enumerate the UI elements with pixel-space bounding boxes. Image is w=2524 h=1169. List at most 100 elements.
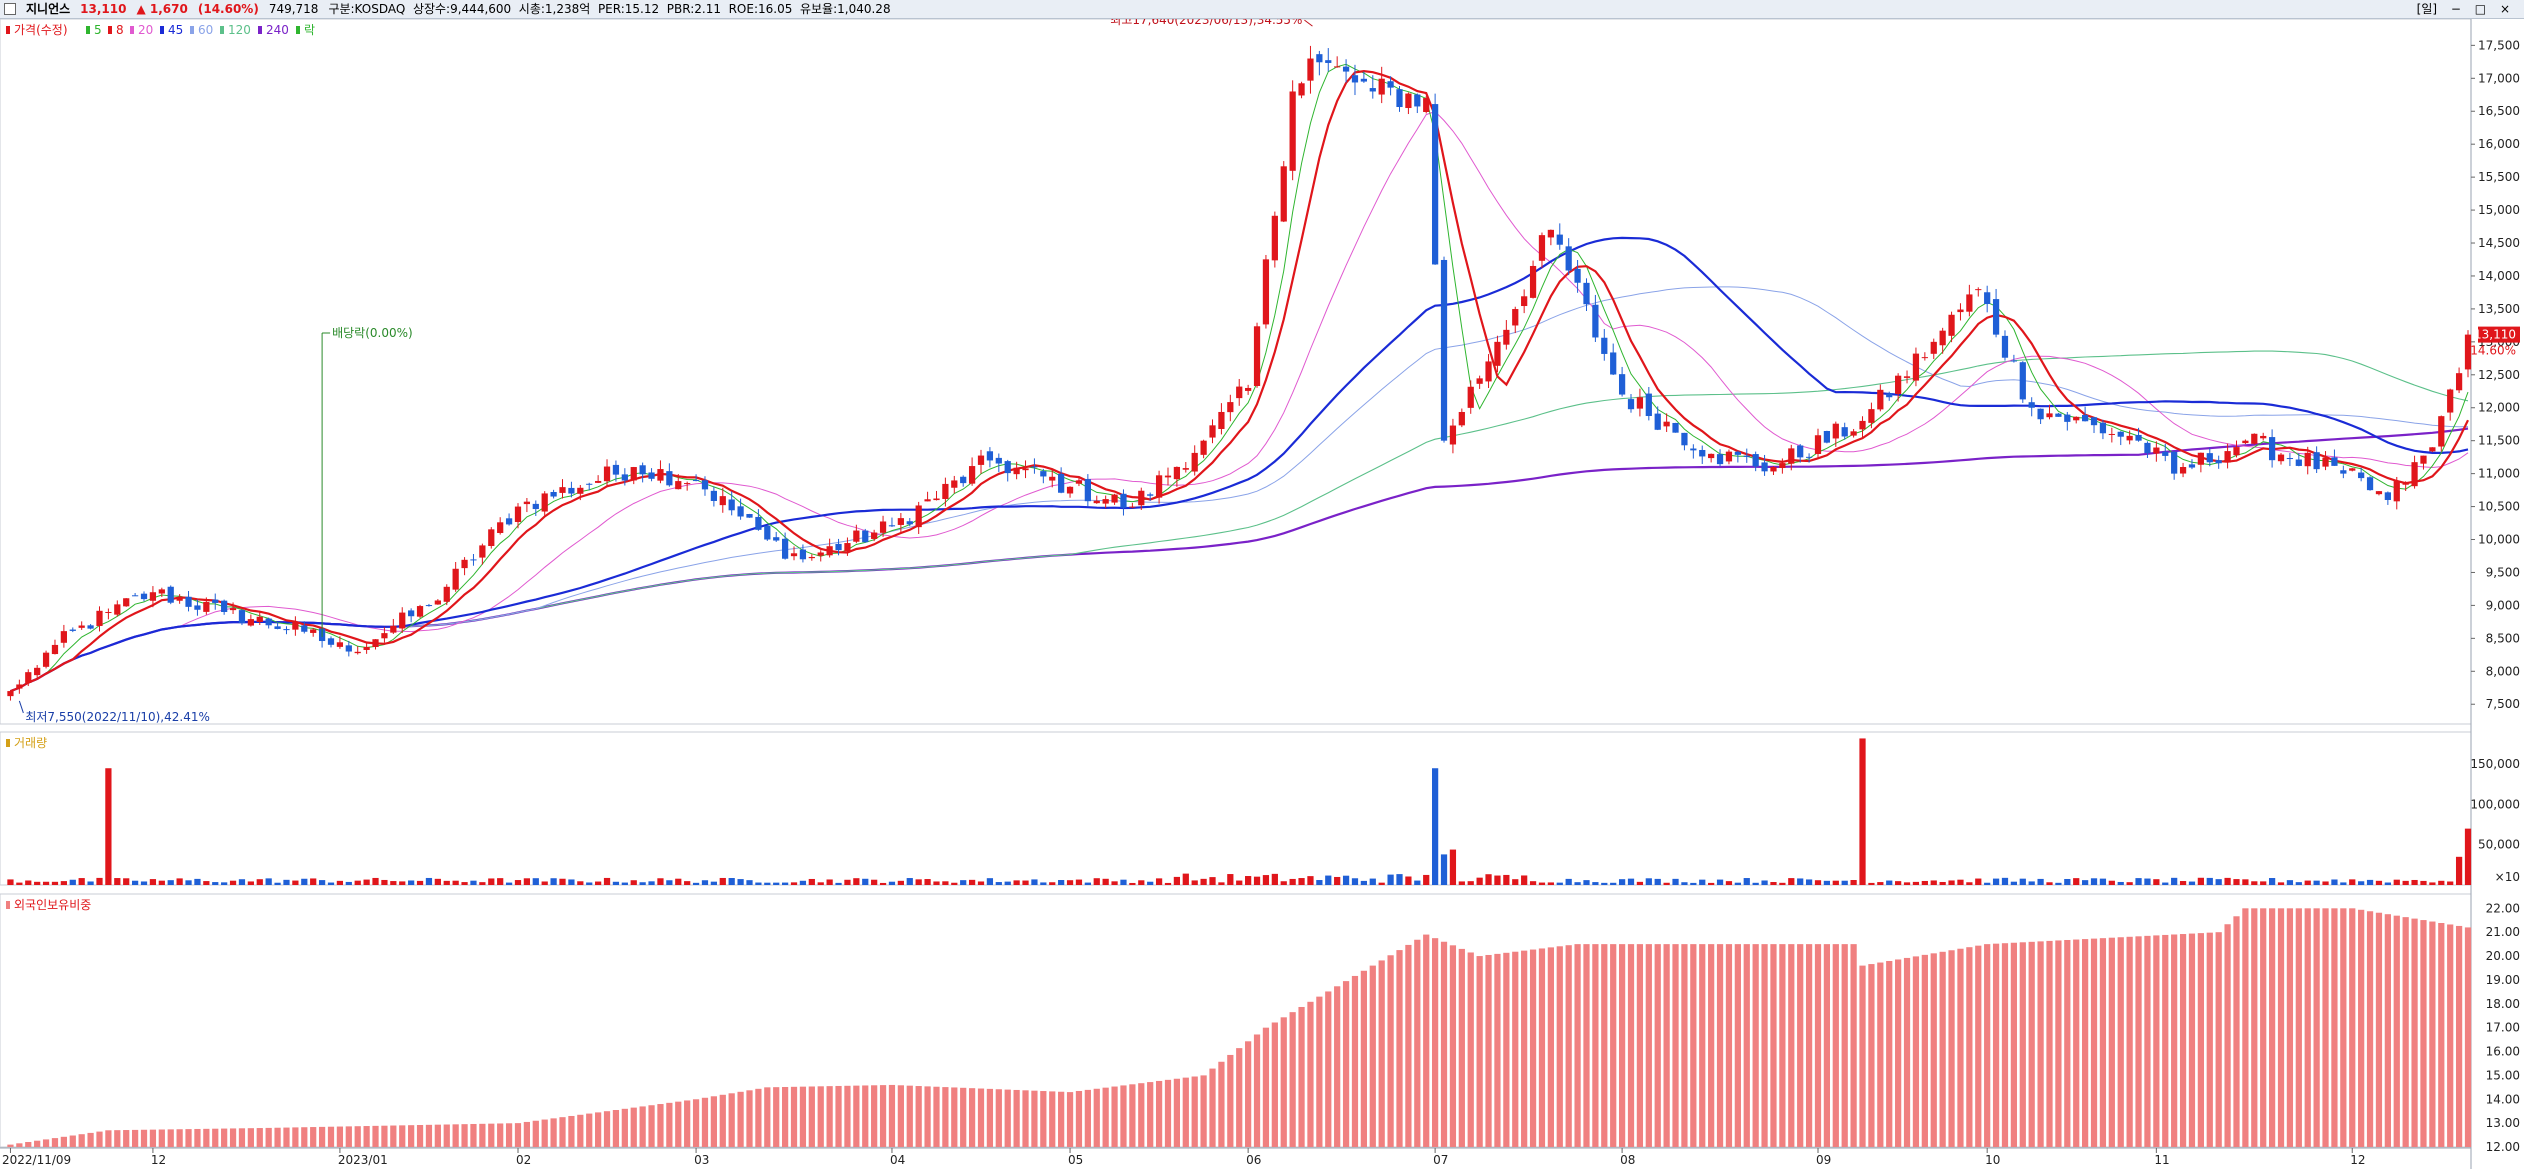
volume-bar (2064, 878, 2071, 885)
foreign-bar (2277, 908, 2285, 1147)
volume-bar (2242, 879, 2249, 885)
trade-volume: 749,718 (268, 2, 319, 16)
volume-bar (2171, 877, 2178, 885)
foreign-bar (2028, 941, 2035, 1147)
volume-bar (2224, 877, 2231, 885)
legend-item: 5 (94, 23, 102, 37)
volume-bar (1093, 878, 1100, 885)
volume-bar (1725, 881, 1733, 885)
candle (2455, 373, 2463, 391)
candle (1164, 475, 1172, 478)
candle (2429, 447, 2436, 452)
volume-bar (1877, 882, 1884, 885)
candle (2019, 362, 2026, 400)
price-tick-label: 15,000 (2478, 203, 2520, 217)
candle (221, 600, 228, 612)
foreign-bar (2224, 924, 2231, 1147)
foreign-bar (1325, 991, 1332, 1147)
foreign-bar (2135, 936, 2142, 1147)
volume-bar (2206, 877, 2213, 885)
volume-bar (1200, 878, 1207, 885)
ma60-line (10, 286, 2469, 692)
foreign-bar (1512, 951, 1519, 1147)
volume-bar (2295, 882, 2302, 885)
candle (51, 644, 59, 655)
volume-bar (452, 880, 459, 885)
candle (1360, 78, 1368, 82)
volume-bar (274, 882, 281, 885)
foreign-tick-label: 21.00 (2486, 925, 2520, 939)
maximize-button[interactable]: □ (2474, 2, 2487, 16)
foreign-bar (1868, 964, 1875, 1147)
foreign-bar (1084, 1089, 1091, 1147)
volume-bar (1556, 882, 1563, 885)
foreign-bar (2375, 912, 2383, 1147)
volume-bar (497, 878, 504, 885)
volume-bar (1672, 878, 1679, 885)
candle (2162, 451, 2169, 456)
volume-bar (790, 882, 798, 885)
candle (1912, 353, 1920, 381)
foreign-bar (835, 1085, 842, 1147)
stock-chart[interactable]: 7,500 8,000 8,500 9,000 9,500 10,000 10,500 11,… (0, 19, 2524, 1169)
candle (1957, 309, 1964, 313)
candle (1049, 476, 1056, 481)
foreign-bar (1823, 944, 1831, 1147)
period-button[interactable]: [일] (2416, 2, 2438, 16)
last-change-label: 14.60% (2470, 344, 2516, 358)
checkbox[interactable] (4, 3, 16, 15)
candle (2331, 457, 2338, 466)
candle (87, 625, 94, 629)
volume-bar (2455, 856, 2463, 885)
foreign-bar (755, 1088, 762, 1147)
volume-bar (1627, 878, 1635, 885)
volume-bar (995, 882, 1002, 885)
foreign-bar (1975, 945, 1982, 1147)
foreign-bar (2420, 920, 2427, 1147)
candle (497, 522, 504, 533)
volume-bar (1930, 880, 1937, 885)
candle (1814, 435, 1822, 454)
minimize-button[interactable]: − (2450, 2, 2461, 16)
foreign-bar (853, 1085, 860, 1147)
candle (1690, 448, 1697, 451)
candle (648, 472, 655, 479)
candle (434, 600, 441, 605)
volume-bar (960, 880, 967, 885)
volume-bar (2073, 878, 2080, 885)
low-annotation-arrow (18, 700, 24, 714)
volume-bar (1859, 738, 1866, 885)
volume-bar (2340, 882, 2347, 885)
foreign-bar (1761, 944, 1768, 1147)
candle (194, 605, 201, 610)
close-button[interactable]: × (2499, 2, 2510, 16)
foreign-bar (897, 1085, 904, 1147)
volume-bar (2384, 882, 2391, 885)
candle (1939, 330, 1946, 346)
volume-bar (1245, 876, 1252, 885)
foreign-bar (34, 1140, 41, 1147)
candle (1592, 304, 1599, 338)
volume-bar (2188, 881, 2196, 885)
volume-bar (1013, 880, 1020, 885)
foreign-bar (1529, 949, 1537, 1147)
candle (2206, 453, 2213, 463)
foreign-bar (2215, 932, 2222, 1147)
foreign-bar (924, 1086, 931, 1147)
foreign-bar (1903, 957, 1911, 1147)
volume-bar (1378, 882, 1385, 885)
candle (532, 503, 539, 510)
candle (1921, 357, 1928, 359)
candle (2144, 442, 2151, 454)
foreign-bar (737, 1091, 744, 1147)
volume-bar (1218, 882, 1225, 885)
candle (835, 543, 842, 551)
volume-bar (1547, 882, 1554, 885)
candle (746, 514, 753, 518)
candle (1681, 432, 1688, 446)
volume-bar (612, 881, 620, 885)
volume-bar (1351, 878, 1359, 885)
foreign-bar (1227, 1054, 1234, 1147)
foreign-bar (1779, 944, 1786, 1147)
foreign-bar (1583, 944, 1590, 1147)
